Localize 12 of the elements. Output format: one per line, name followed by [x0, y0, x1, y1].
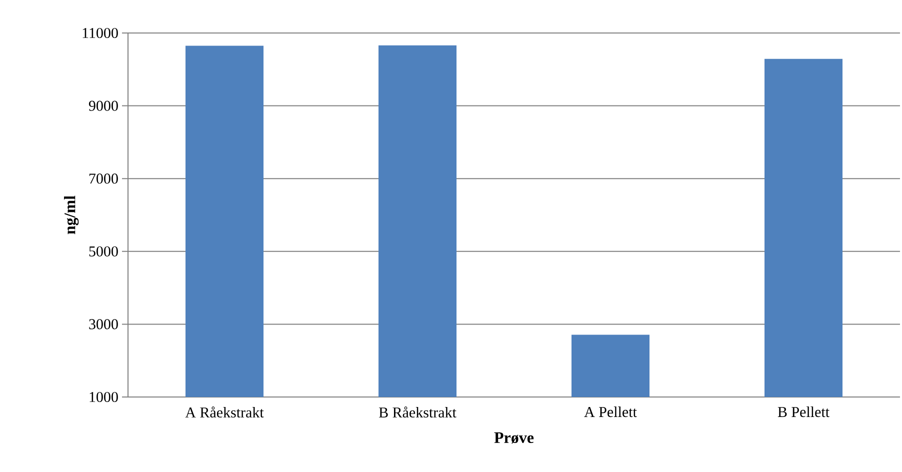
- x-axis-title: Prøve: [494, 432, 534, 444]
- y-tick-label: 3000: [89, 319, 118, 330]
- y-tick-label: 5000: [89, 246, 118, 256]
- y-tick-label: 11000: [82, 28, 118, 38]
- x-tick-label: B Pellett: [778, 406, 830, 418]
- x-tick-label: A Råekstrakt: [185, 406, 264, 418]
- y-tick-label: 1000: [90, 392, 118, 402]
- x-tick-label: A Pellett: [584, 406, 637, 418]
- x-tick-label: B Råekstrakt: [378, 406, 456, 418]
- y-axis-title: ng/ml: [64, 196, 79, 234]
- y-tick-label: 7000: [89, 174, 118, 184]
- y-tick-label: 9000: [88, 100, 118, 111]
